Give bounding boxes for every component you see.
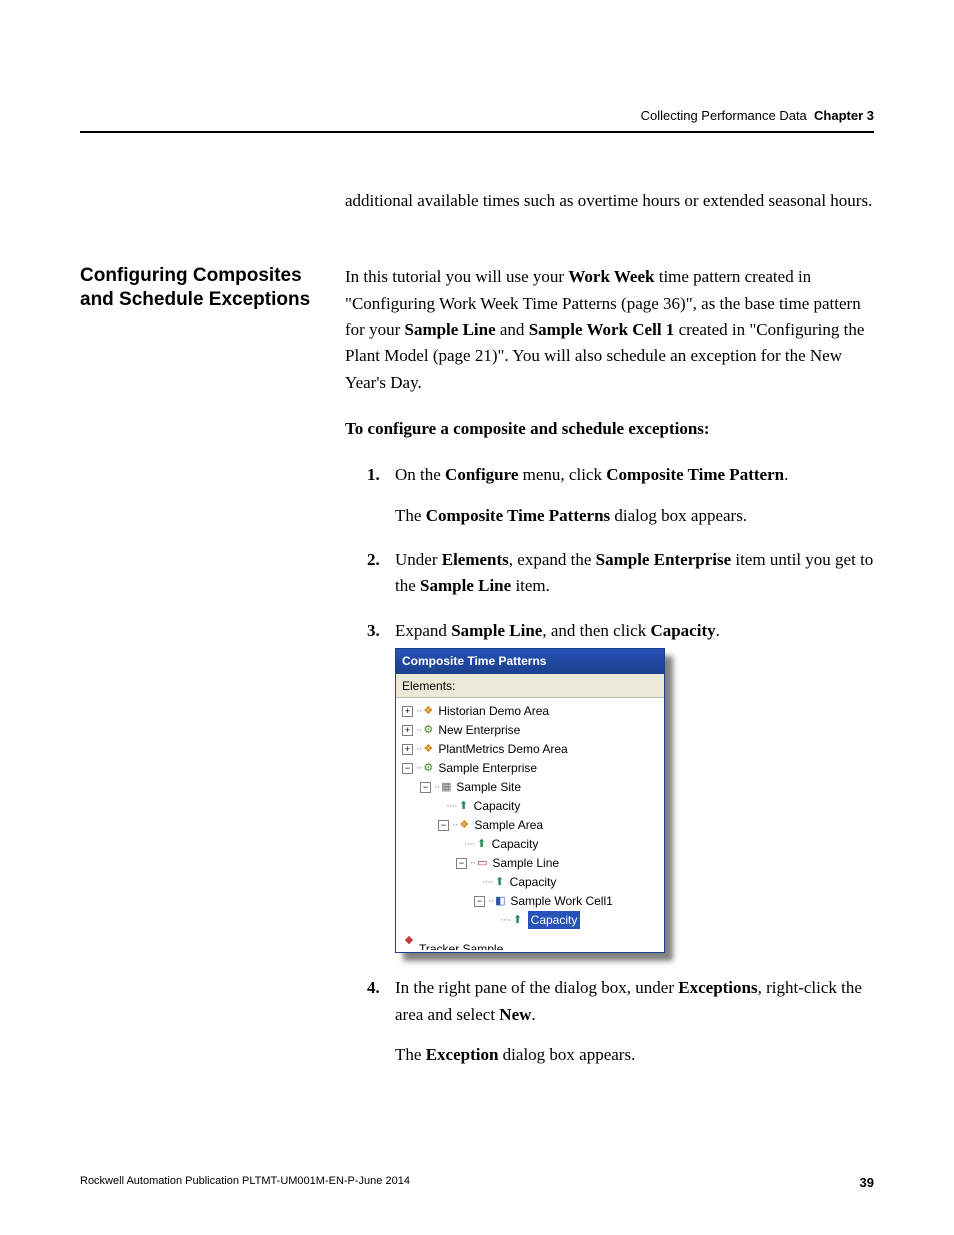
elements-label: Elements: — [396, 674, 664, 698]
tree-node-sample-workcell[interactable]: −·· ◧ Sample Work Cell1 — [402, 892, 660, 910]
expand-icon[interactable]: + — [402, 725, 413, 736]
elements-tree[interactable]: +·· ❖ Historian Demo Area +·· ⚙ New Ente… — [396, 697, 664, 932]
node-icon: ◆ — [402, 932, 416, 949]
composite-time-patterns-dialog: Composite Time Patterns Elements: +·· ❖ … — [395, 648, 665, 953]
site-icon: ▦ — [439, 779, 453, 796]
collapse-icon[interactable]: − — [420, 782, 431, 793]
page-number: 39 — [860, 1175, 874, 1190]
step-4: 4. In the right pane of the dialog box, … — [367, 975, 874, 1068]
step-4-result: The Exception dialog box appears. — [395, 1042, 874, 1068]
step-2: 2. Under Elements, expand the Sample Ent… — [367, 547, 874, 600]
tree-node-historian[interactable]: +·· ❖ Historian Demo Area — [402, 702, 660, 720]
intro-fragment: additional available times such as overt… — [345, 188, 874, 214]
capacity-icon: ⬆ — [511, 912, 525, 929]
step-1: 1. On the Configure menu, click Composit… — [367, 462, 874, 529]
expand-icon[interactable]: + — [402, 706, 413, 717]
procedure-steps: 1. On the Configure menu, click Composit… — [345, 462, 874, 1068]
step-3: 3. Expand Sample Line, and then click Ca… — [367, 618, 874, 954]
enterprise-icon: ⚙ — [421, 722, 435, 739]
capacity-icon: ⬆ — [475, 836, 489, 853]
side-heading: Configuring Composites and Schedule Exce… — [80, 264, 345, 312]
collapse-icon[interactable]: − — [456, 858, 467, 869]
area-icon: ❖ — [421, 703, 435, 720]
tree-bottom-cutoff: ◆ Tracker Sample — [396, 932, 664, 952]
tree-node-capacity[interactable]: ···· ⬆ Capacity — [402, 873, 660, 891]
area-icon: ❖ — [421, 741, 435, 758]
capacity-icon: ⬆ — [457, 798, 471, 815]
tree-node-sample-area[interactable]: −·· ❖ Sample Area — [402, 816, 660, 834]
enterprise-icon: ⚙ — [421, 760, 435, 777]
tree-node-sample-enterprise[interactable]: −·· ⚙ Sample Enterprise — [402, 759, 660, 777]
tree-node-capacity[interactable]: ···· ⬆ Capacity — [402, 797, 660, 815]
tree-node-sample-line[interactable]: −·· ▭ Sample Line — [402, 854, 660, 872]
running-header: Collecting Performance Data Chapter 3 — [80, 108, 874, 123]
publication-id: Rockwell Automation Publication PLTMT-UM… — [80, 1175, 410, 1190]
capacity-icon: ⬆ — [493, 874, 507, 891]
procedure-lead: To configure a composite and schedule ex… — [345, 416, 874, 442]
tree-node-plantmetrics[interactable]: +·· ❖ PlantMetrics Demo Area — [402, 740, 660, 758]
area-icon: ❖ — [457, 817, 471, 834]
collapse-icon[interactable]: − — [438, 820, 449, 831]
step-1-result: The Composite Time Patterns dialog box a… — [395, 503, 874, 529]
collapse-icon[interactable]: − — [474, 896, 485, 907]
tree-node-capacity[interactable]: ···· ⬆ Capacity — [402, 835, 660, 853]
page-footer: Rockwell Automation Publication PLTMT-UM… — [80, 1175, 874, 1190]
header-rule — [80, 131, 874, 133]
tree-node-new-enterprise[interactable]: +·· ⚙ New Enterprise — [402, 721, 660, 739]
tree-node-capacity-selected[interactable]: ···· ⬆ Capacity — [402, 911, 660, 929]
dialog-titlebar: Composite Time Patterns — [396, 649, 664, 674]
workcell-icon: ◧ — [493, 893, 507, 910]
expand-icon[interactable]: + — [402, 744, 413, 755]
header-chapter: Chapter 3 — [814, 108, 874, 123]
collapse-icon[interactable]: − — [402, 763, 413, 774]
line-icon: ▭ — [475, 855, 489, 872]
section-intro: In this tutorial you will use your Work … — [345, 264, 874, 396]
dialog-figure: Composite Time Patterns Elements: +·· ❖ … — [395, 648, 665, 953]
tree-node-sample-site[interactable]: −·· ▦ Sample Site — [402, 778, 660, 796]
header-section: Collecting Performance Data — [641, 108, 807, 123]
